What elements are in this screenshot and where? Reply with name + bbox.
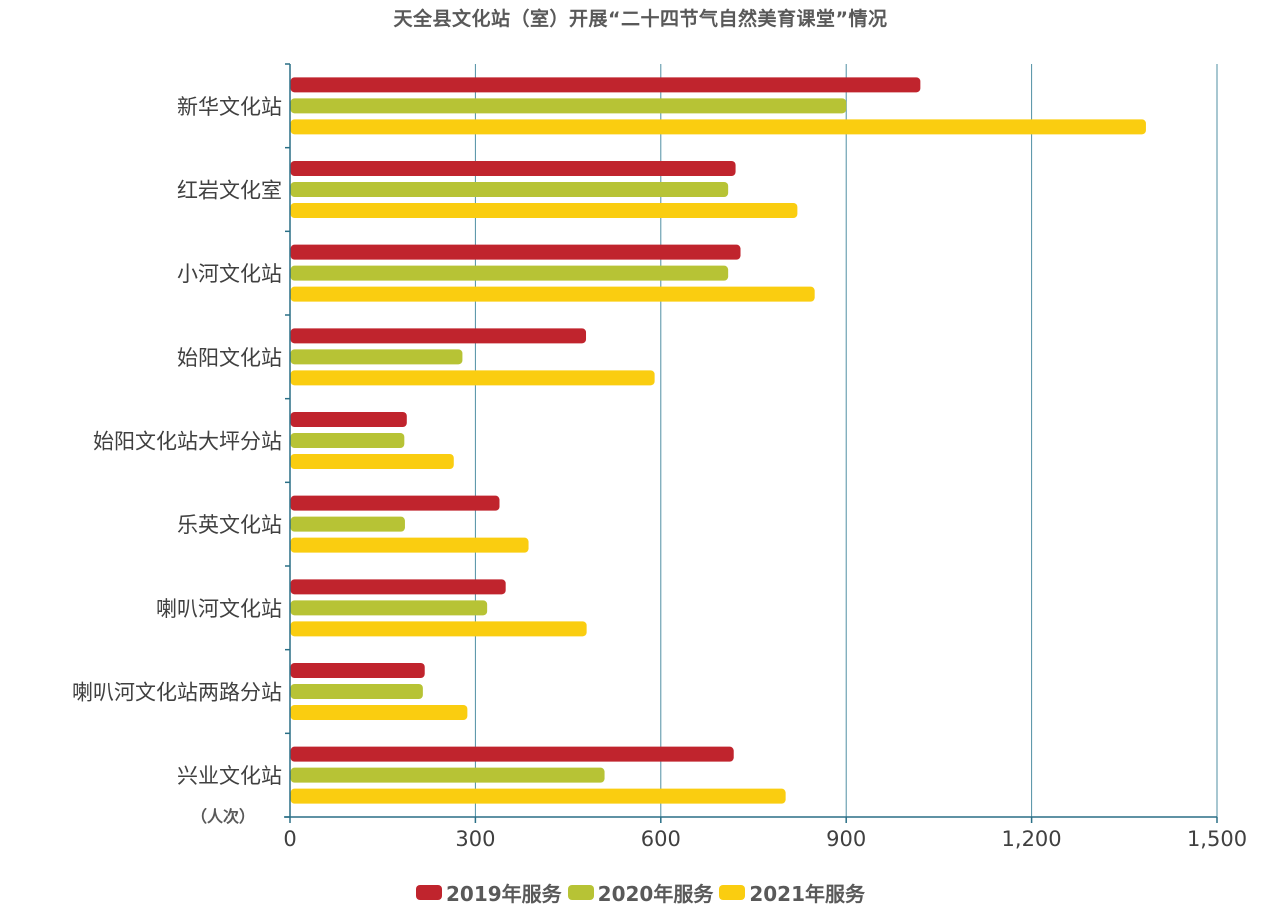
- x-tick-label: 0: [283, 827, 296, 851]
- bar: 始阳文化站 2020年服务: 279: [290, 349, 463, 365]
- bar: 乐英文化站 2020年服务: 186: [290, 516, 405, 532]
- bar: 始阳文化站大坪分站 2021年服务: 265: [290, 454, 454, 469]
- bar: 始阳文化站大坪分站 2019年服务: 189: [290, 412, 407, 427]
- category-label: 小河文化站: [177, 262, 282, 286]
- legend: 2019年服务 2020年服务 2021年服务: [0, 878, 1281, 907]
- bars: 新华文化站 2019年服务: 1020 新华文化站 2020年服务: 900 新华文…: [290, 77, 1146, 804]
- unit-label: （人次）: [191, 807, 255, 826]
- x-tick-label: 1,500: [1187, 827, 1247, 851]
- x-tick-label: 600: [641, 827, 681, 851]
- bar: 小河文化站 2020年服务: 709: [290, 265, 729, 281]
- legend-swatch: [567, 885, 594, 900]
- bar: 新华文化站 2020年服务: 900: [290, 98, 847, 114]
- bar: 红岩文化室 2021年服务: 821: [290, 203, 798, 218]
- x-tick-label: 900: [826, 827, 866, 851]
- category-label: 兴业文化站: [177, 764, 282, 788]
- bar: 小河文化站 2021年服务: 849: [290, 286, 815, 302]
- gridlines: [474, 64, 1218, 817]
- legend-item[interactable]: 2020年服务: [567, 878, 714, 907]
- category-label: 喇叭河文化站两路分站: [72, 681, 282, 705]
- bar: 新华文化站 2021年服务: 1385: [290, 119, 1146, 135]
- x-tick-label: 300: [455, 827, 495, 851]
- legend-label: 2019年服务: [445, 882, 562, 906]
- bar: 兴业文化站 2020年服务: 509: [290, 767, 605, 783]
- bar: 兴业文化站 2021年服务: 802: [290, 788, 786, 804]
- bar: 红岩文化室 2019年服务: 721: [290, 161, 736, 176]
- bar: 新华文化站 2019年服务: 1020: [290, 77, 921, 93]
- legend-label: 2021年服务: [749, 882, 865, 906]
- category-label: 新华文化站: [177, 95, 282, 119]
- bar: 小河文化站 2019年服务: 729: [290, 244, 741, 260]
- legend-item[interactable]: 2021年服务: [719, 878, 865, 907]
- legend-swatch: [415, 885, 442, 900]
- legend-item[interactable]: 2019年服务: [415, 878, 562, 907]
- bar: 乐英文化站 2021年服务: 386: [290, 537, 529, 553]
- bar: 乐英文化站 2019年服务: 339: [290, 495, 500, 511]
- category-label: 乐英文化站: [177, 513, 282, 537]
- category-label: 始阳文化站: [177, 346, 282, 370]
- bar: 兴业文化站 2019年服务: 718: [290, 746, 734, 762]
- legend-label: 2020年服务: [597, 882, 714, 906]
- bar: 喇叭河文化站两路分站 2020年服务: 215: [290, 684, 423, 699]
- category-label: 红岩文化室: [177, 179, 282, 203]
- bar: 始阳文化站 2019年服务: 479: [290, 328, 587, 344]
- bar: 红岩文化室 2020年服务: 709: [290, 182, 729, 197]
- axes: [284, 63, 1218, 823]
- labels: 0 300 600 900 1,200 1,500 新华文化站红岩文化室小河文化站始阳文化站…: [72, 95, 1247, 851]
- bar: 喇叭河文化站 2020年服务: 319: [290, 600, 488, 616]
- bar: 喇叭河文化站 2019年服务: 349: [290, 579, 506, 595]
- x-tick-label: 1,200: [1002, 827, 1062, 851]
- bar: 始阳文化站 2021年服务: 590: [290, 370, 655, 386]
- chart-title: 天全县文化站（室）开展“二十四节气自然美育课堂”情况: [393, 8, 888, 30]
- bar: 喇叭河文化站两路分站 2019年服务: 218: [290, 663, 425, 678]
- legend-swatch: [719, 885, 746, 900]
- category-label: 始阳文化站大坪分站: [93, 430, 282, 454]
- bar: 始阳文化站大坪分站 2020年服务: 185: [290, 433, 405, 448]
- bar: 喇叭河文化站两路分站 2021年服务: 287: [290, 705, 468, 720]
- category-label: 喇叭河文化站: [156, 597, 282, 621]
- bar: 喇叭河文化站 2021年服务: 480: [290, 621, 587, 637]
